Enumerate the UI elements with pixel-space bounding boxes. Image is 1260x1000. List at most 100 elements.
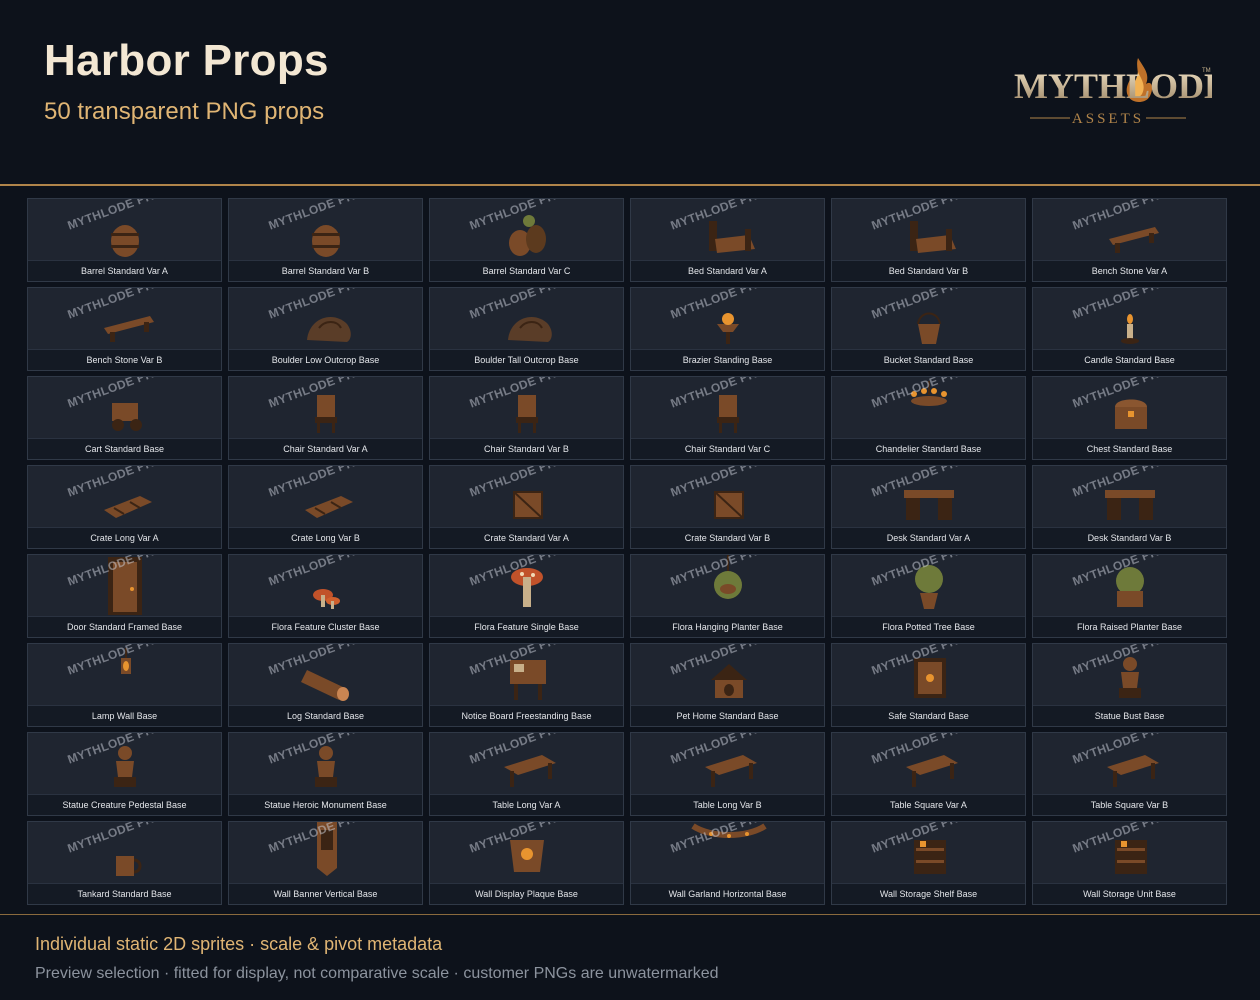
prop-tile[interactable]: MYTHLODE PREVIEW Cart Standard Base bbox=[27, 376, 222, 460]
prop-label: Wall Garland Horizontal Base bbox=[631, 883, 824, 904]
prop-tile[interactable]: MYTHLODE PREVIEW Barrel Standard Var C bbox=[429, 198, 624, 282]
prop-label: Pet Home Standard Base bbox=[631, 705, 824, 726]
prop-label: Chest Standard Base bbox=[1033, 438, 1226, 459]
prop-thumbnail bbox=[631, 733, 824, 795]
prop-thumbnail bbox=[832, 377, 1025, 439]
prop-thumbnail bbox=[430, 822, 623, 884]
table-icon bbox=[504, 755, 556, 787]
prop-tile[interactable]: MYTHLODE PREVIEW Tankard Standard Base bbox=[27, 821, 222, 905]
logo-trademark: TM bbox=[1202, 68, 1211, 74]
prop-tile[interactable]: MYTHLODE PREVIEWStatue Heroic Monument B… bbox=[228, 732, 423, 816]
potted-tree-icon bbox=[915, 565, 943, 609]
prop-tile[interactable]: MYTHLODE PREVIEW Bucket Standard Base bbox=[831, 287, 1026, 371]
prop-tile[interactable]: MYTHLODE PREVIEW Table Square Var B bbox=[1032, 732, 1227, 816]
bed-icon bbox=[709, 221, 755, 253]
prop-thumbnail bbox=[631, 288, 824, 350]
prop-tile[interactable]: MYTHLODE PREVIEW Bench Stone Var B bbox=[27, 287, 222, 371]
prop-tile[interactable]: MYTHLODE PREVIEW Bench Stone Var A bbox=[1032, 198, 1227, 282]
prop-thumbnail bbox=[430, 466, 623, 528]
prop-tile[interactable]: MYTHLODE PREVIEW Table Long Var A bbox=[429, 732, 624, 816]
prop-tile[interactable]: MYTHLODE PREVIEWStatue Bust Base bbox=[1032, 643, 1227, 727]
shelf-icon bbox=[1115, 840, 1147, 874]
prop-tile[interactable]: MYTHLODE PREVIEW Desk Standard Var A bbox=[831, 465, 1026, 549]
log-icon bbox=[301, 670, 349, 701]
prop-tile[interactable]: MYTHLODE PREVIEW Candle Standard Base bbox=[1032, 287, 1227, 371]
garland-icon bbox=[691, 823, 767, 838]
prop-thumbnail bbox=[28, 555, 221, 617]
prop-tile[interactable]: MYTHLODE PREVIEW Chair Standard Var B bbox=[429, 376, 624, 460]
prop-tile[interactable]: MYTHLODE PREVIEW Barrel Standard Var A bbox=[27, 198, 222, 282]
prop-grid: MYTHLODE PREVIEW Barrel Standard Var A MYT… bbox=[27, 198, 1227, 905]
prop-tile[interactable]: MYTHLODE PREVIEWStatue Creature Pedestal… bbox=[27, 732, 222, 816]
hanging-planter-icon bbox=[714, 555, 742, 599]
prop-tile[interactable]: MYTHLODE PREVIEW Pet Home Standard Base bbox=[630, 643, 825, 727]
prop-label: Door Standard Framed Base bbox=[28, 616, 221, 637]
prop-label: Lamp Wall Base bbox=[28, 705, 221, 726]
prop-tile[interactable]: MYTHLODE PREVIEW Bed Standard Var A bbox=[630, 198, 825, 282]
chair-icon bbox=[717, 395, 739, 433]
prop-tile[interactable]: MYTHLODE PREVIEW Boulder Low Outcrop Base bbox=[228, 287, 423, 371]
prop-tile[interactable]: MYTHLODE PREVIEW Wall Display Plaque Base bbox=[429, 821, 624, 905]
prop-tile[interactable]: MYTHLODE PREVIEWSafe Standard Base bbox=[831, 643, 1026, 727]
prop-label: Desk Standard Var B bbox=[1033, 527, 1226, 548]
statue-icon bbox=[315, 746, 337, 787]
prop-tile[interactable]: MYTHLODE PREVIEWChandelier Standard Base bbox=[831, 376, 1026, 460]
crate-icon bbox=[714, 491, 744, 519]
statue-icon bbox=[114, 746, 136, 787]
prop-tile[interactable]: MYTHLODE PREVIEW Chair Standard Var C bbox=[630, 376, 825, 460]
prop-thumbnail bbox=[1033, 466, 1226, 528]
prop-tile[interactable]: MYTHLODE PREVIEW Flora Feature Cluster Ba… bbox=[228, 554, 423, 638]
prop-tile[interactable]: MYTHLODE PREVIEW Table Square Var A bbox=[831, 732, 1026, 816]
prop-tile[interactable]: MYTHLODE PREVIEWDoor Standard Framed Bas… bbox=[27, 554, 222, 638]
page-title: Harbor Props bbox=[44, 36, 329, 85]
prop-tile[interactable]: MYTHLODE PREVIEW Barrel Standard Var B bbox=[228, 198, 423, 282]
prop-label: Flora Raised Planter Base bbox=[1033, 616, 1226, 637]
prop-thumbnail bbox=[229, 733, 422, 795]
prop-label: Barrel Standard Var C bbox=[430, 260, 623, 281]
prop-thumbnail bbox=[229, 199, 422, 261]
prop-tile[interactable]: MYTHLODE PREVIEW Bed Standard Var B bbox=[831, 198, 1026, 282]
prop-label: Table Long Var A bbox=[430, 794, 623, 815]
bed-icon bbox=[910, 221, 956, 253]
brazier-icon bbox=[717, 313, 739, 344]
mushroom-icon bbox=[511, 568, 543, 607]
crate-icon bbox=[513, 491, 543, 519]
prop-thumbnail bbox=[631, 822, 824, 884]
prop-label: Desk Standard Var A bbox=[832, 527, 1025, 548]
prop-tile[interactable]: MYTHLODE PREVIEWLamp Wall Base bbox=[27, 643, 222, 727]
prop-tile[interactable]: MYTHLODE PREVIEW Crate Long Var A bbox=[27, 465, 222, 549]
prop-tile[interactable]: MYTHLODE PREVIEW Wall Storage Shelf Base bbox=[831, 821, 1026, 905]
prop-label: Safe Standard Base bbox=[832, 705, 1025, 726]
prop-tile[interactable]: MYTHLODE PREVIEW Boulder Tall Outcrop Bas… bbox=[429, 287, 624, 371]
prop-tile[interactable]: MYTHLODE PREVIEW Log Standard Base bbox=[228, 643, 423, 727]
prop-label: Flora Feature Cluster Base bbox=[229, 616, 422, 637]
cart-icon bbox=[112, 403, 142, 431]
prop-tile[interactable]: MYTHLODE PREVIEW Crate Long Var B bbox=[228, 465, 423, 549]
prop-label: Barrel Standard Var B bbox=[229, 260, 422, 281]
prop-tile[interactable]: MYTHLODE PREVIEW Crate Standard Var A bbox=[429, 465, 624, 549]
footer-divider bbox=[0, 914, 1260, 915]
prop-tile[interactable]: MYTHLODE PREVIEW Chair Standard Var A bbox=[228, 376, 423, 460]
prop-label: Bucket Standard Base bbox=[832, 349, 1025, 370]
prop-tile[interactable]: MYTHLODE PREVIEW Wall Storage Unit Base bbox=[1032, 821, 1227, 905]
prop-tile[interactable]: MYTHLODE PREVIEW Desk Standard Var B bbox=[1032, 465, 1227, 549]
desk-icon bbox=[1105, 490, 1155, 520]
prop-thumbnail bbox=[229, 466, 422, 528]
prop-tile[interactable]: MYTHLODE PREVIEW Table Long Var B bbox=[630, 732, 825, 816]
prop-label: Table Square Var A bbox=[832, 794, 1025, 815]
prop-thumbnail bbox=[28, 377, 221, 439]
prop-tile[interactable]: MYTHLODE PREVIEW Wall Garland Horizontal … bbox=[630, 821, 825, 905]
prop-tile[interactable]: MYTHLODE PREVIEWNotice Board Freestandin… bbox=[429, 643, 624, 727]
banner-icon bbox=[317, 822, 337, 876]
prop-label: Chair Standard Var A bbox=[229, 438, 422, 459]
prop-tile[interactable]: MYTHLODE PREVIEW Chest Standard Base bbox=[1032, 376, 1227, 460]
table-icon bbox=[906, 755, 958, 787]
prop-tile[interactable]: MYTHLODE PREVIEW Flora Hanging Planter Ba… bbox=[630, 554, 825, 638]
prop-label: Crate Standard Var B bbox=[631, 527, 824, 548]
prop-tile[interactable]: MYTHLODE PREVIEW Brazier Standing Base bbox=[630, 287, 825, 371]
prop-tile[interactable]: MYTHLODE PREVIEW Crate Standard Var B bbox=[630, 465, 825, 549]
